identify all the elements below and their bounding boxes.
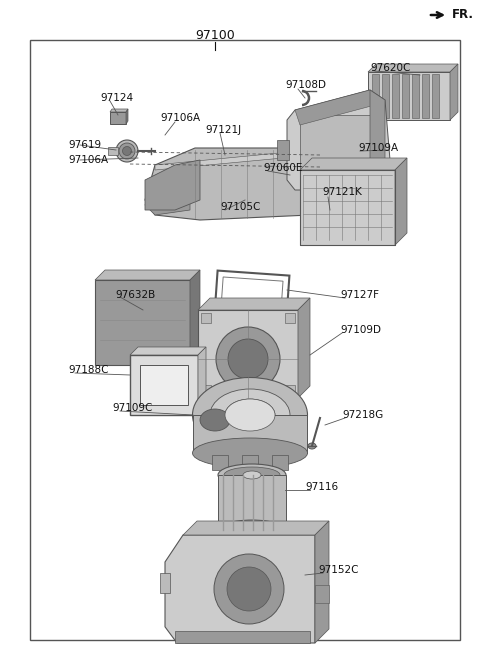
Polygon shape (145, 192, 190, 215)
Polygon shape (368, 64, 458, 72)
Polygon shape (110, 112, 126, 124)
Polygon shape (315, 521, 329, 643)
Bar (160, 573, 170, 593)
Bar (392, 74, 399, 118)
Polygon shape (145, 148, 325, 220)
Bar (422, 74, 429, 118)
Bar (412, 74, 419, 118)
Text: 97620C: 97620C (370, 63, 410, 73)
Polygon shape (198, 298, 310, 310)
Bar (315, 585, 329, 603)
Ellipse shape (122, 147, 132, 156)
Text: 97124: 97124 (100, 93, 133, 103)
Text: 97106A: 97106A (68, 155, 108, 165)
Ellipse shape (116, 140, 138, 162)
Ellipse shape (225, 399, 275, 431)
Text: 97109A: 97109A (358, 143, 398, 153)
Circle shape (216, 327, 280, 391)
Bar (272, 455, 288, 470)
Text: 97218G: 97218G (342, 410, 383, 420)
Bar (300, 115, 370, 180)
Polygon shape (183, 521, 329, 535)
Polygon shape (300, 170, 395, 245)
Bar (285, 313, 295, 323)
Text: 97152C: 97152C (318, 565, 359, 575)
Bar (372, 74, 379, 118)
Circle shape (228, 339, 268, 379)
Text: 97106A: 97106A (160, 113, 200, 123)
Bar (201, 313, 211, 323)
Bar (305, 165, 360, 185)
Ellipse shape (210, 389, 290, 441)
Text: FR.: FR. (452, 9, 474, 22)
Polygon shape (193, 415, 307, 453)
Polygon shape (126, 109, 128, 124)
Polygon shape (395, 158, 407, 245)
Text: 97109D: 97109D (340, 325, 381, 335)
Bar (95, 280, 190, 365)
Polygon shape (450, 64, 458, 120)
Polygon shape (198, 347, 206, 415)
Text: 97109C: 97109C (112, 403, 152, 413)
Ellipse shape (225, 399, 275, 431)
Bar (300, 170, 395, 245)
Ellipse shape (224, 467, 280, 483)
Ellipse shape (200, 409, 230, 431)
Bar (285, 385, 295, 395)
Bar (175, 631, 310, 643)
Polygon shape (298, 298, 310, 398)
Polygon shape (145, 160, 200, 210)
Ellipse shape (119, 143, 135, 159)
Polygon shape (165, 535, 315, 643)
Bar (382, 74, 389, 118)
Ellipse shape (192, 378, 308, 453)
Bar (368, 72, 450, 120)
Bar (108, 147, 118, 155)
Bar (130, 355, 198, 415)
Polygon shape (295, 90, 375, 125)
Bar (242, 455, 258, 470)
Text: 97060E: 97060E (263, 163, 302, 173)
Text: 97619: 97619 (68, 140, 101, 150)
Bar (201, 385, 211, 395)
Ellipse shape (308, 443, 316, 449)
Ellipse shape (243, 471, 261, 479)
Ellipse shape (192, 438, 308, 468)
Bar (277, 140, 289, 160)
Ellipse shape (218, 464, 286, 486)
Text: 97632B: 97632B (115, 290, 155, 300)
Bar (402, 74, 409, 118)
Bar (218, 475, 286, 530)
Polygon shape (130, 347, 206, 355)
Polygon shape (155, 150, 315, 170)
Bar (432, 74, 439, 118)
Polygon shape (300, 158, 407, 170)
Text: 97105C: 97105C (220, 202, 260, 212)
Bar (198, 310, 298, 398)
Ellipse shape (218, 520, 286, 540)
Polygon shape (190, 270, 200, 365)
Bar (30, 40, 460, 640)
Polygon shape (287, 90, 390, 190)
Text: 97121J: 97121J (205, 125, 241, 135)
Text: 97127F: 97127F (340, 290, 379, 300)
Bar (140, 365, 188, 405)
Bar (212, 455, 228, 470)
Text: 97116: 97116 (305, 482, 338, 492)
Polygon shape (370, 90, 385, 190)
Circle shape (214, 554, 284, 624)
Text: 97100: 97100 (195, 29, 235, 42)
Text: 97108D: 97108D (285, 80, 326, 90)
Polygon shape (95, 270, 200, 280)
Text: 97188C: 97188C (68, 365, 108, 375)
Text: 97121K: 97121K (322, 187, 362, 197)
Circle shape (227, 567, 271, 611)
Ellipse shape (226, 523, 278, 537)
Polygon shape (110, 109, 128, 112)
